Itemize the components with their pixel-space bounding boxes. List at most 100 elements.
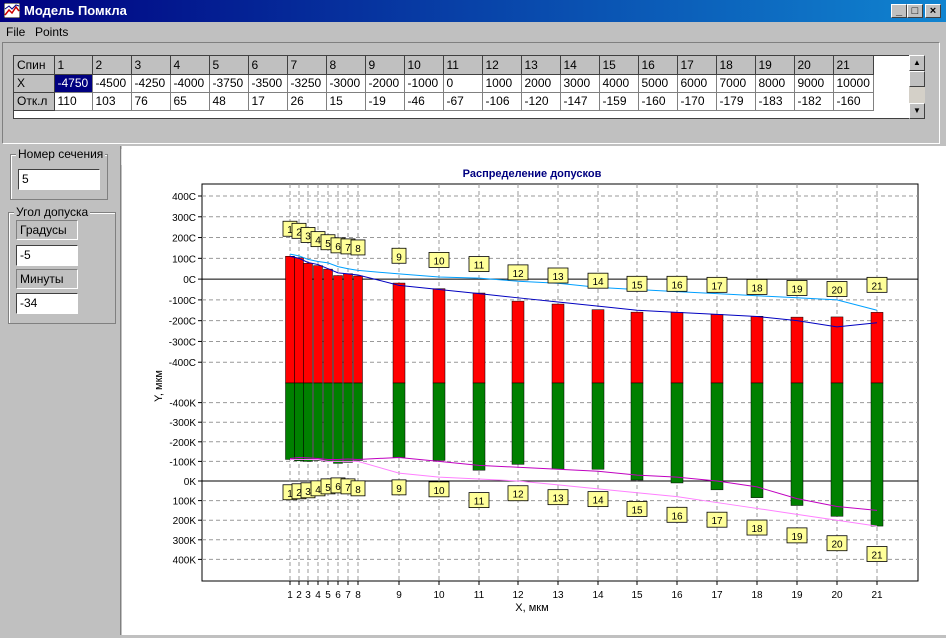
grid-cell[interactable]: -4500 bbox=[92, 74, 132, 93]
scroll-up-icon[interactable]: ▲ bbox=[909, 55, 925, 71]
grid-cell[interactable]: -182 bbox=[794, 92, 834, 111]
x-tick-label: 1 bbox=[287, 590, 293, 601]
upper-bar bbox=[551, 303, 565, 384]
upper-point-label: 13 bbox=[552, 272, 564, 283]
minutes-input[interactable]: -34 bbox=[16, 293, 78, 314]
upper-bar bbox=[511, 300, 525, 384]
upper-point-label-box bbox=[626, 275, 648, 292]
grid-cell[interactable]: -2000 bbox=[365, 74, 405, 93]
grid-cell[interactable]: -1000 bbox=[404, 74, 444, 93]
grid-cell[interactable]: -179 bbox=[716, 92, 756, 111]
grid-cell[interactable]: 4000 bbox=[599, 74, 639, 93]
grid-cell[interactable]: -3250 bbox=[287, 74, 327, 93]
section-number-input[interactable]: 5 bbox=[18, 169, 100, 190]
grid-cell[interactable]: 15 bbox=[326, 92, 366, 111]
grid-cell[interactable]: 3000 bbox=[560, 74, 600, 93]
grid-column-header: 10 bbox=[404, 56, 444, 75]
grid-cell[interactable]: 1000 bbox=[482, 74, 522, 93]
grid-cell[interactable]: 76 bbox=[131, 92, 171, 111]
upper-point-label-box bbox=[866, 276, 888, 293]
grid-cell[interactable]: -170 bbox=[677, 92, 717, 111]
upper-point-label: 19 bbox=[791, 284, 803, 295]
grid-cell[interactable]: 17 bbox=[248, 92, 288, 111]
lower-bar bbox=[551, 382, 565, 470]
grid-cell[interactable]: -4750 bbox=[54, 74, 93, 93]
grid-cell[interactable]: -67 bbox=[443, 92, 483, 111]
grid-cell[interactable]: 9000 bbox=[794, 74, 834, 93]
y-tick-label: -100C bbox=[169, 296, 196, 307]
scroll-thumb[interactable] bbox=[909, 71, 925, 87]
lower-bar bbox=[432, 382, 446, 461]
x-tick-label: 12 bbox=[512, 590, 524, 601]
scroll-down-icon[interactable]: ▼ bbox=[909, 103, 925, 119]
upper-point-label: 3 bbox=[305, 231, 311, 242]
vertical-scrollbar[interactable]: ▲ ▼ bbox=[909, 55, 925, 119]
y-tick-label: 0C bbox=[183, 275, 196, 286]
lower-point-label: 12 bbox=[512, 490, 524, 501]
chart-area: Распределение допусков 400C 300C 200C 100C 0C… bbox=[122, 146, 946, 635]
grid-cell[interactable]: 0 bbox=[443, 74, 483, 93]
grid-cell[interactable]: -4000 bbox=[170, 74, 210, 93]
x-tick-label: 15 bbox=[631, 590, 643, 601]
maximize-button[interactable]: □ bbox=[907, 4, 923, 18]
y-tick-label: -300K bbox=[169, 418, 196, 429]
lower-point-label: 3 bbox=[305, 487, 311, 498]
lower-point-label: 10 bbox=[433, 486, 445, 497]
grid-cell[interactable]: -3000 bbox=[326, 74, 366, 93]
upper-bar bbox=[392, 282, 406, 384]
grid-cell[interactable]: -106 bbox=[482, 92, 522, 111]
minimize-button[interactable]: _ bbox=[891, 4, 907, 18]
upper-bar bbox=[323, 268, 333, 384]
grid-cell[interactable]: -3750 bbox=[209, 74, 249, 93]
close-button[interactable]: × bbox=[925, 4, 941, 18]
menu-points[interactable]: Points bbox=[35, 25, 69, 39]
lower-point-label-box bbox=[706, 511, 728, 528]
grid-cell[interactable]: 7000 bbox=[716, 74, 756, 93]
x-tick-label: 14 bbox=[592, 590, 604, 601]
grid-cell[interactable]: -183 bbox=[755, 92, 795, 111]
x-tick-label: 20 bbox=[831, 590, 843, 601]
lower-point-label-box bbox=[547, 489, 569, 506]
grid-cell[interactable]: 103 bbox=[92, 92, 132, 111]
grid-cell[interactable]: 48 bbox=[209, 92, 249, 111]
lower-point-label: 21 bbox=[871, 551, 883, 562]
data-grid[interactable]: Спин 1 2 3 4 5 6 7 8 9 10 11 12 13 14 15 16 17 18 19 20 21 X -4… bbox=[13, 55, 925, 119]
grid-cell[interactable]: -19 bbox=[365, 92, 405, 111]
grid-cell[interactable]: -46 bbox=[404, 92, 444, 111]
lower-point-label: 5 bbox=[325, 483, 331, 494]
grid-cell[interactable]: -4250 bbox=[131, 74, 171, 93]
upper-bar bbox=[294, 257, 304, 384]
grid-cell[interactable]: -120 bbox=[521, 92, 561, 111]
grid-cell[interactable]: -159 bbox=[599, 92, 639, 111]
upper-point-label: 16 bbox=[671, 280, 683, 291]
grid-cell[interactable]: -160 bbox=[638, 92, 678, 111]
upper-bar bbox=[333, 275, 343, 384]
grid-cell[interactable]: 65 bbox=[170, 92, 210, 111]
grid-cell[interactable]: 110 bbox=[54, 92, 93, 111]
grid-cell[interactable]: -3500 bbox=[248, 74, 288, 93]
upper-point-label: 18 bbox=[751, 283, 763, 294]
grid-column-header: 6 bbox=[248, 56, 288, 75]
grid-cell[interactable]: 26 bbox=[287, 92, 327, 111]
lower-bar bbox=[303, 382, 313, 462]
window-title: Модель Помкла bbox=[24, 3, 127, 18]
grid-cell[interactable]: 10000 bbox=[833, 74, 874, 93]
lower-reference-line bbox=[290, 458, 878, 527]
y-tick-label: 100C bbox=[172, 254, 196, 265]
degrees-input[interactable]: -5 bbox=[16, 245, 78, 266]
grid-cell[interactable]: -147 bbox=[560, 92, 600, 111]
upper-point-label-box bbox=[547, 267, 569, 284]
lower-point-label-box bbox=[587, 491, 609, 508]
y-tick-label: -400K bbox=[169, 399, 196, 410]
grid-cell[interactable]: 8000 bbox=[755, 74, 795, 93]
grid-cell[interactable]: 2000 bbox=[521, 74, 561, 93]
menu-file[interactable]: File bbox=[6, 25, 26, 39]
grid-cell[interactable]: 6000 bbox=[677, 74, 717, 93]
grid-cell[interactable]: -160 bbox=[833, 92, 874, 111]
grid-cell[interactable]: 5000 bbox=[638, 74, 678, 93]
grid-row-header: X bbox=[14, 74, 55, 93]
upper-point-label: 2 bbox=[296, 227, 302, 238]
y-tick-label: 400C bbox=[172, 192, 196, 203]
lower-envelope-line bbox=[289, 456, 878, 511]
x-axis-label: X, мкм bbox=[515, 602, 548, 614]
